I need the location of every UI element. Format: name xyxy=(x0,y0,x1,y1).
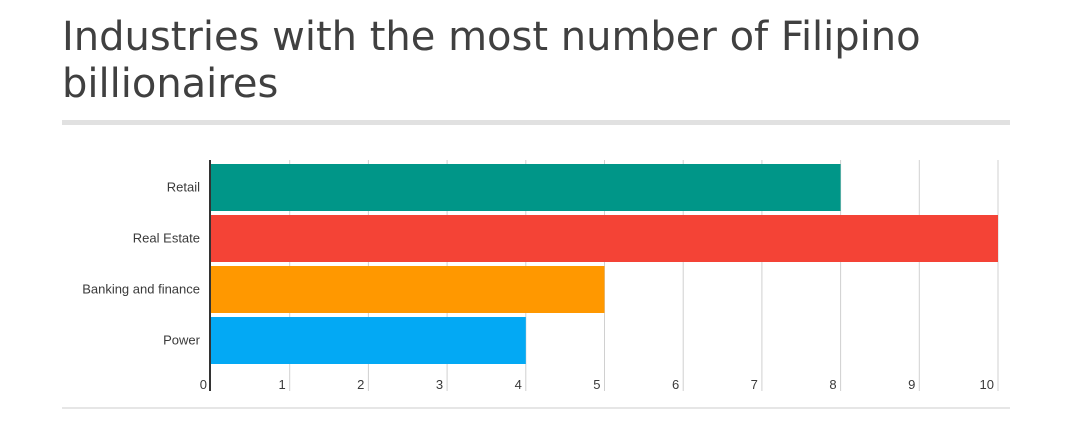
bar-retail xyxy=(211,164,841,211)
category-label-banking-and-finance: Banking and finance xyxy=(82,282,200,297)
category-labels: Retail Real Estate Banking and finance Powe… xyxy=(82,180,200,348)
tick-label-0: 0 xyxy=(200,377,207,392)
bar-banking-and-finance xyxy=(211,266,605,313)
tick-label-3: 3 xyxy=(436,377,443,392)
tick-label-2: 2 xyxy=(357,377,364,392)
bars xyxy=(211,164,998,364)
tick-label-9: 9 xyxy=(908,377,915,392)
chart-title: Industries with the most number of Filip… xyxy=(62,14,921,107)
tick-label-6: 6 xyxy=(672,377,679,392)
category-label-retail: Retail xyxy=(167,180,200,195)
tick-label-1: 1 xyxy=(278,377,285,392)
tick-label-8: 8 xyxy=(829,377,836,392)
tick-label-4: 4 xyxy=(515,377,522,392)
title-divider xyxy=(62,120,1010,125)
tick-label-7: 7 xyxy=(751,377,758,392)
category-label-power: Power xyxy=(163,333,201,348)
category-label-real-estate: Real Estate xyxy=(133,231,200,246)
bar-real-estate xyxy=(211,215,998,262)
tick-labels: 0 1 2 3 4 5 6 7 8 9 10 xyxy=(200,377,994,392)
tick-label-10: 10 xyxy=(980,377,994,392)
bar-power xyxy=(211,317,526,364)
tick-label-5: 5 xyxy=(593,377,600,392)
bottom-divider xyxy=(62,407,1010,409)
